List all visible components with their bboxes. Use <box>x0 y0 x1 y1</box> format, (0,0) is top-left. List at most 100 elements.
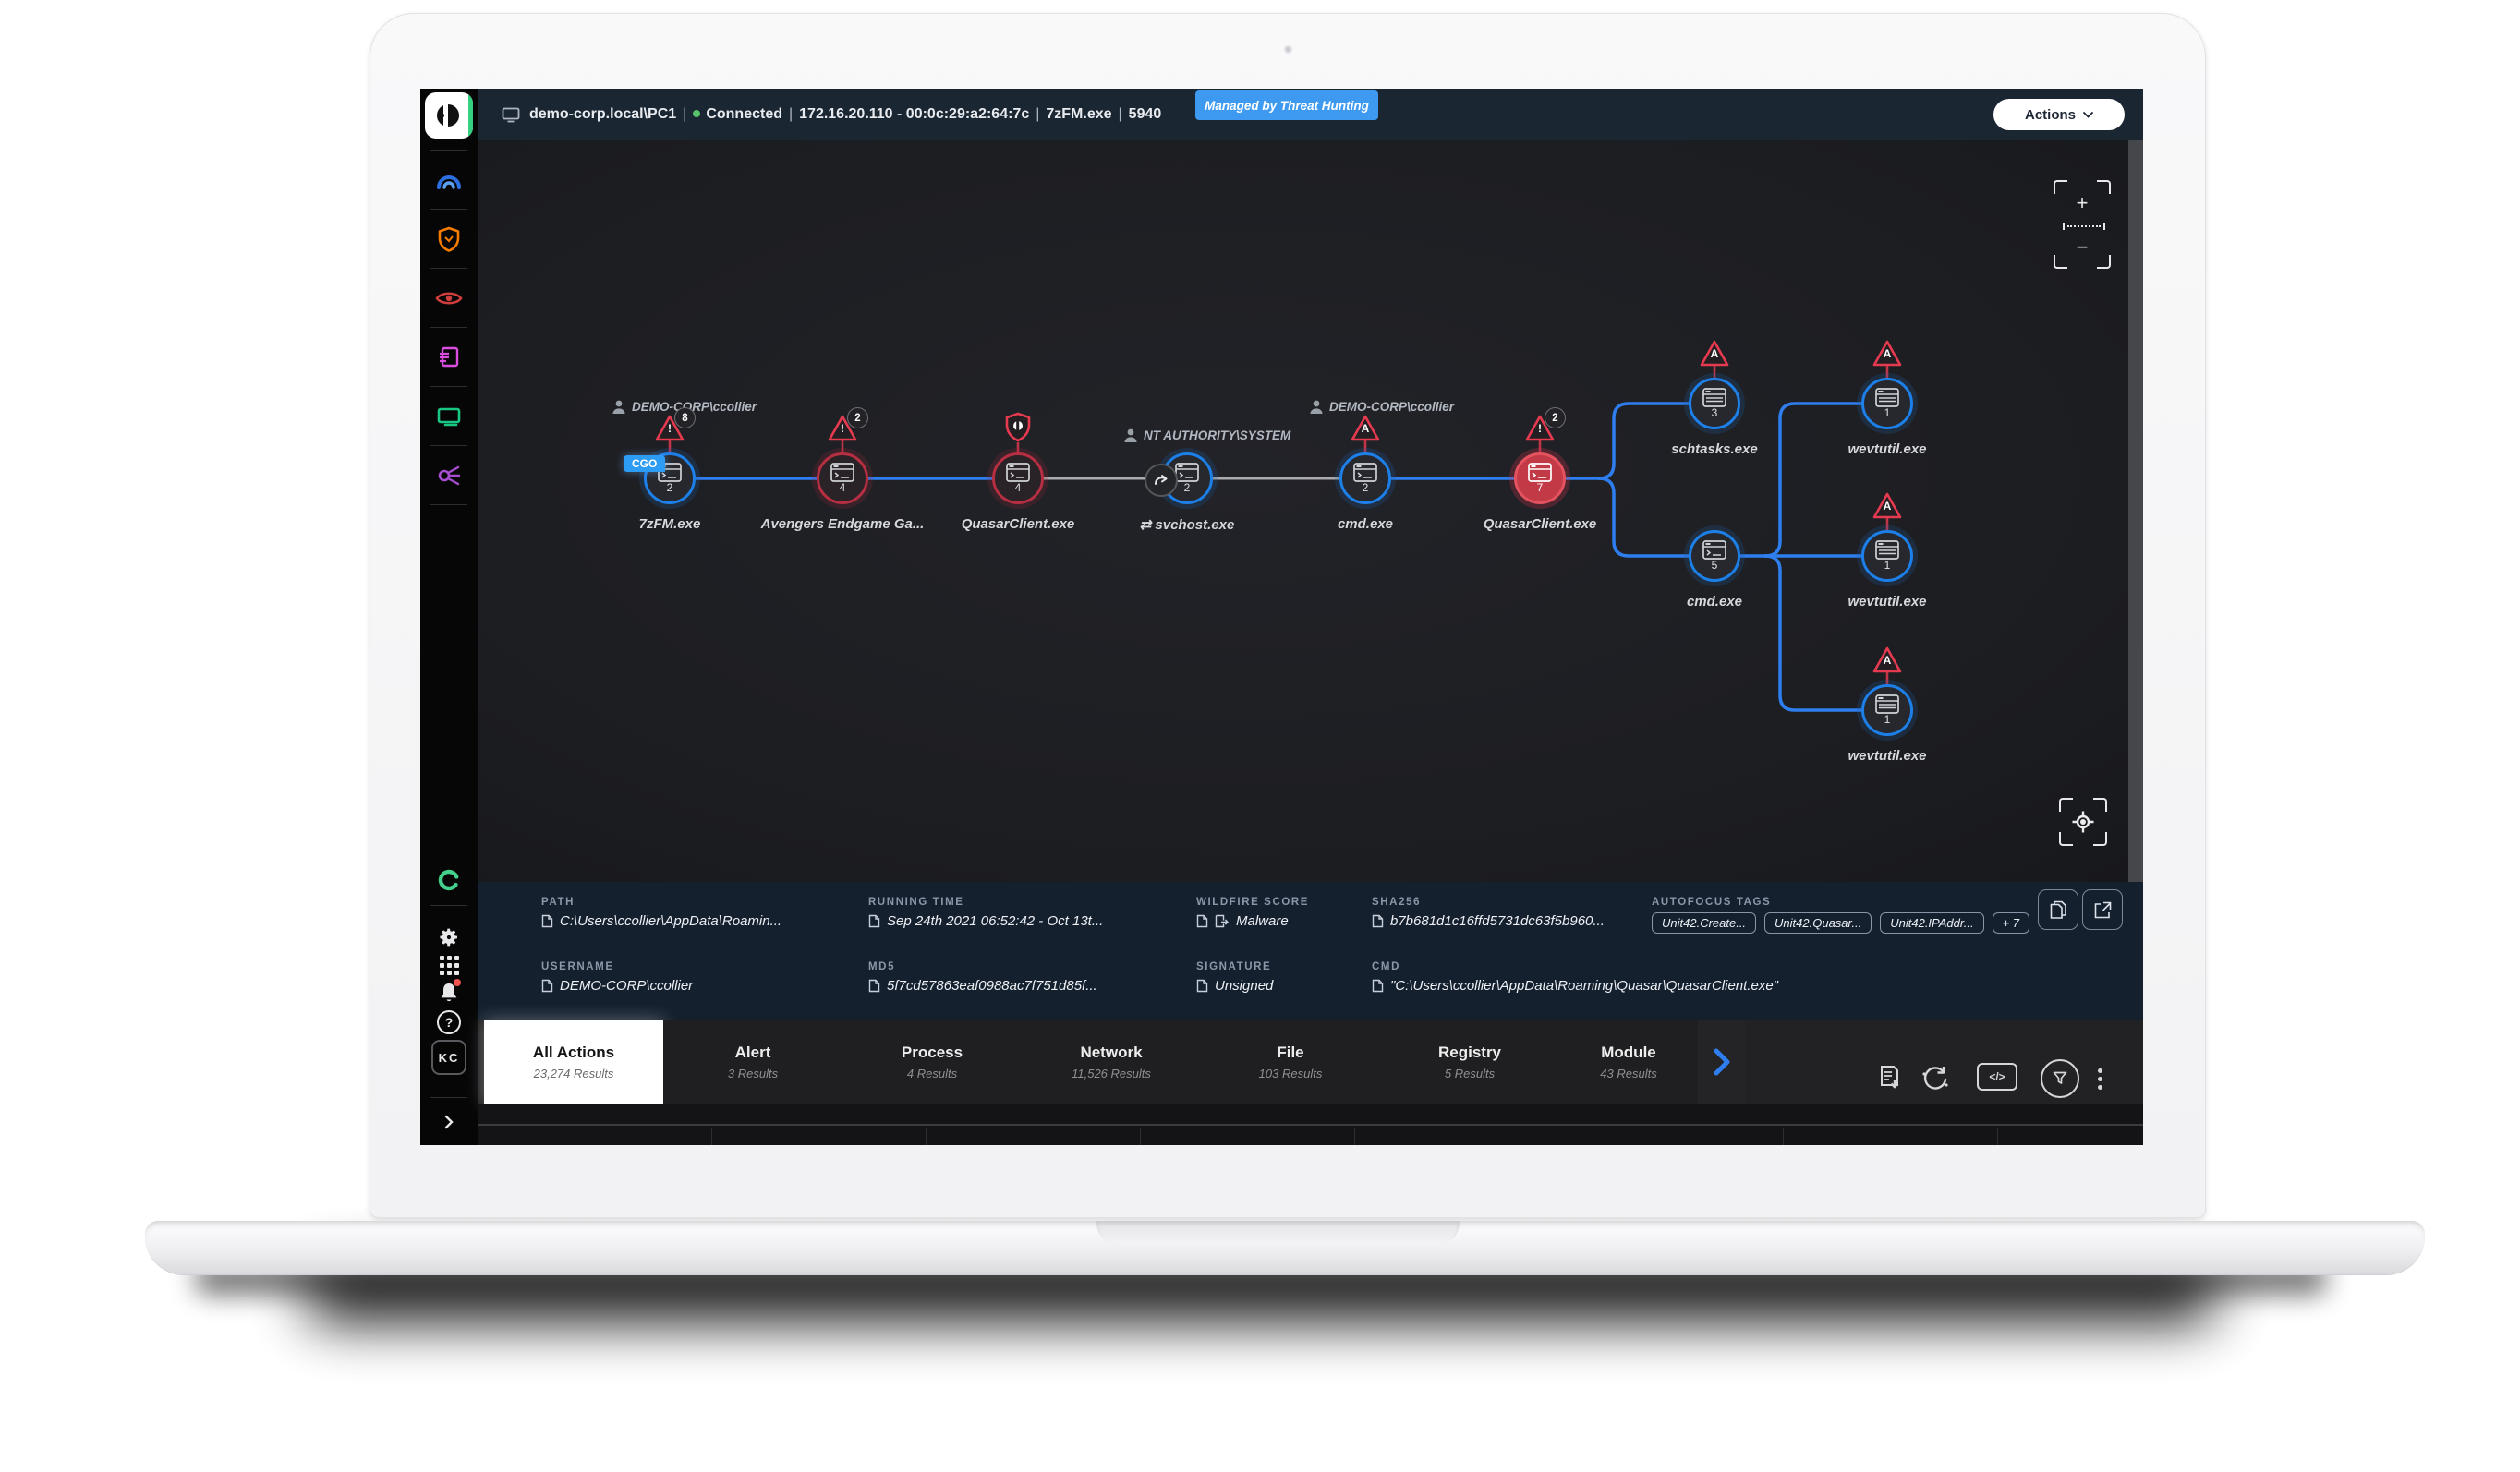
autofocus-tag[interactable]: Unit42.Create... <box>1652 912 1757 934</box>
cortex-ring-icon <box>438 869 460 891</box>
tab-file[interactable]: File 103 Results <box>1201 1020 1381 1104</box>
causality-graph-canvas[interactable]: DEMO-CORP\ccollier NT AUTHORITY\SYSTEM D… <box>478 140 2143 882</box>
node-label: 7zFM.exe <box>638 516 701 532</box>
copy-icon[interactable] <box>1372 914 1384 928</box>
filter-button[interactable] <box>2041 1059 2079 1098</box>
more-options-button[interactable] <box>2098 1065 2102 1093</box>
bioc-triangle[interactable]: A <box>1350 414 1381 442</box>
field-username: USERNAME DEMO-CORP\ccollier <box>541 961 694 994</box>
settings-button[interactable] <box>420 912 478 962</box>
canvas-scrollbar[interactable] <box>2128 140 2143 882</box>
field-wildfire-score: WILDFIRE SCORE Malware <box>1196 897 1310 929</box>
code-icon: </> <box>1977 1063 2017 1091</box>
bioc-triangle[interactable]: A <box>1872 491 1903 520</box>
graph-edges <box>668 365 1889 712</box>
export-report-icon <box>1881 1066 1899 1089</box>
sidebar-item-endpoints[interactable] <box>420 392 478 441</box>
alert-triangle[interactable]: ! <box>654 414 685 442</box>
user-label: NT AUTHORITY\SYSTEM <box>1124 428 1290 442</box>
field-md5: MD5 5f7cd57863eaf0988ac7f751d85f... <box>868 961 1097 994</box>
user-avatar[interactable]: KC <box>420 1031 478 1084</box>
tab-process[interactable]: Process 4 Results <box>842 1020 1023 1104</box>
process-node-cmd2[interactable]: 5 <box>1689 530 1740 582</box>
zoom-in-icon[interactable]: + <box>2076 191 2089 214</box>
focused-process: 7zFM.exe <box>1046 106 1112 122</box>
process-node-wevtutil-3[interactable]: 1 <box>1861 684 1913 736</box>
copy-icon[interactable] <box>868 914 880 928</box>
copy-pages-icon <box>2050 900 2066 919</box>
alert-triangle[interactable]: ! <box>827 414 858 442</box>
dashboard-arc-icon <box>437 175 461 189</box>
notifications-button[interactable] <box>420 968 478 1018</box>
copy-icon[interactable] <box>541 979 553 993</box>
chevron-right-icon <box>1714 1048 1730 1076</box>
laptop-base <box>145 1221 2425 1274</box>
process-node-quasarclient-malicious[interactable]: 7 <box>1514 452 1566 504</box>
help-button[interactable]: ? <box>420 997 478 1047</box>
zoom-out-icon[interactable]: − <box>2076 235 2089 259</box>
alert-count-badge[interactable]: 2 <box>1545 407 1566 428</box>
alert-count-badge[interactable]: 8 <box>674 407 696 428</box>
copy-icon[interactable] <box>1196 914 1208 928</box>
results-table-cropped <box>478 1104 2143 1145</box>
sidebar-item-dashboard[interactable] <box>420 155 478 205</box>
copy-icon[interactable] <box>541 914 553 928</box>
sidebar-item-reports[interactable] <box>420 332 478 382</box>
copy-icon[interactable] <box>1372 979 1384 993</box>
sidebar-item-investigation[interactable] <box>420 451 478 501</box>
injection-badge[interactable] <box>1145 464 1178 497</box>
zoom-scale-icon <box>2063 223 2105 230</box>
node-label: schtasks.exe <box>1671 441 1758 457</box>
autofocus-tag-more[interactable]: + 7 <box>1992 912 2029 934</box>
autofocus-tag[interactable]: Unit42.IPAddr... <box>1880 912 1984 934</box>
fit-view-control[interactable] <box>2059 798 2107 846</box>
sidebar-item-visibility[interactable] <box>420 273 478 323</box>
apps-grid-button[interactable] <box>420 940 478 990</box>
cgo-badge: CGO <box>624 455 666 472</box>
actions-button[interactable]: Actions <box>1993 99 2125 130</box>
process-node-wevtutil-2[interactable]: 1 <box>1861 530 1913 582</box>
grid-icon <box>439 955 459 975</box>
process-node-schtasks[interactable]: 3 <box>1689 378 1740 429</box>
autofocus-tag[interactable]: Unit42.Quasar... <box>1764 912 1872 934</box>
cortex-logo[interactable] <box>425 92 473 139</box>
process-node-cmd[interactable]: 2 <box>1339 452 1391 504</box>
bioc-triangle[interactable]: A <box>1872 339 1903 368</box>
tab-module[interactable]: Module 43 Results <box>1559 1020 1699 1104</box>
sidebar-expand-button[interactable] <box>420 1103 478 1141</box>
user-label: DEMO-CORP\ccollier <box>1310 400 1454 414</box>
query-code-button[interactable]: </> <box>1977 1063 2017 1091</box>
report-link-icon[interactable] <box>1215 914 1230 928</box>
zoom-control[interactable]: + − <box>2054 180 2111 269</box>
monitor-icon <box>502 107 520 122</box>
tab-network[interactable]: Network 11,526 Results <box>1022 1020 1202 1104</box>
open-external-button[interactable] <box>2082 889 2123 930</box>
export-report-button[interactable] <box>1874 1063 1904 1092</box>
report-doc-icon <box>440 346 459 368</box>
field-running-time: RUNNING TIME Sep 24th 2021 06:52:42 - Oc… <box>868 897 1104 929</box>
bioc-triangle[interactable]: A <box>1872 646 1903 674</box>
sidebar-item-protection[interactable] <box>420 214 478 264</box>
alert-count-badge[interactable]: 2 <box>847 407 868 428</box>
logo-active-strip <box>468 92 473 139</box>
copy-icon[interactable] <box>1196 979 1208 993</box>
tab-registry[interactable]: Registry 5 Results <box>1380 1020 1560 1104</box>
tabs-next-button[interactable] <box>1698 1020 1746 1104</box>
copy-all-button[interactable] <box>2038 889 2078 930</box>
process-node-svchost[interactable]: 2 <box>1161 452 1213 504</box>
bioc-triangle[interactable]: A <box>1699 339 1730 368</box>
external-link-icon <box>2094 901 2111 918</box>
process-node-avengers[interactable]: 4 <box>817 452 868 504</box>
prevention-shield[interactable] <box>1004 412 1036 442</box>
copy-icon[interactable] <box>868 979 880 993</box>
sidebar-item-cortex-hub[interactable] <box>420 855 478 905</box>
host-name: demo-corp.local\PC1 <box>529 106 677 122</box>
process-node-wevtutil-1[interactable]: 1 <box>1861 378 1913 429</box>
tab-alert[interactable]: Alert 3 Results <box>663 1020 843 1104</box>
auto-refresh-button[interactable] <box>1919 1063 1952 1096</box>
process-node-quasarclient[interactable]: 4 <box>992 452 1044 504</box>
node-label: wevtutil.exe <box>1848 594 1927 609</box>
main-content: demo-corp.local\PC1 | Connected | 172.16… <box>478 89 2143 1145</box>
alert-triangle[interactable]: ! <box>1524 414 1556 442</box>
tab-all-actions[interactable]: All Actions 23,274 Results <box>484 1020 663 1104</box>
